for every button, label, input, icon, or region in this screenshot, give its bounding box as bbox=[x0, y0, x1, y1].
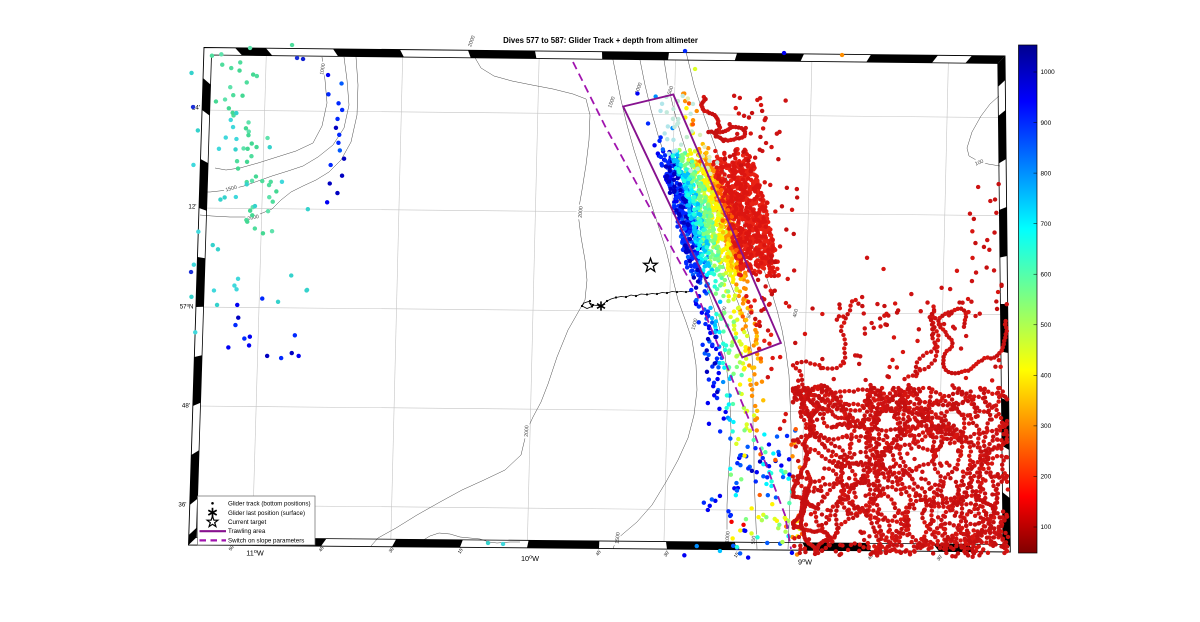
svg-text:2000: 2000 bbox=[524, 425, 531, 437]
svg-text:Switch on slope parameters: Switch on slope parameters bbox=[228, 537, 304, 544]
svg-text:30': 30' bbox=[663, 550, 671, 558]
svg-text:400: 400 bbox=[792, 308, 800, 318]
svg-text:700: 700 bbox=[1041, 221, 1052, 228]
svg-text:9oW: 9oW bbox=[798, 558, 812, 567]
svg-text:10oW: 10oW bbox=[521, 554, 539, 563]
svg-text:100: 100 bbox=[974, 159, 984, 168]
svg-text:1000: 1000 bbox=[634, 82, 644, 95]
svg-text:600: 600 bbox=[1041, 271, 1052, 278]
svg-text:2000: 2000 bbox=[247, 214, 260, 222]
svg-text:12': 12' bbox=[188, 204, 196, 211]
svg-text:30': 30' bbox=[936, 554, 944, 562]
svg-text:500: 500 bbox=[667, 85, 676, 95]
svg-text:1500: 1500 bbox=[615, 532, 622, 544]
svg-text:Glider track (bottom positions: Glider track (bottom positions) bbox=[228, 501, 311, 508]
svg-text:15': 15' bbox=[457, 547, 465, 555]
svg-text:300: 300 bbox=[1041, 423, 1052, 430]
svg-text:900: 900 bbox=[1041, 120, 1052, 127]
svg-text:50': 50' bbox=[228, 544, 236, 552]
svg-text:24': 24' bbox=[192, 105, 200, 112]
svg-text:2000: 2000 bbox=[467, 35, 477, 48]
svg-text:Glider last position (surface): Glider last position (surface) bbox=[228, 510, 305, 517]
svg-text:1000: 1000 bbox=[319, 63, 327, 76]
svg-text:1500: 1500 bbox=[225, 185, 238, 194]
svg-text:57oN: 57oN bbox=[180, 303, 194, 311]
svg-text:500: 500 bbox=[751, 535, 758, 544]
svg-text:200: 200 bbox=[1041, 474, 1052, 481]
svg-text:800: 800 bbox=[1041, 170, 1052, 177]
svg-text:Current target: Current target bbox=[228, 519, 266, 526]
svg-text:100: 100 bbox=[1041, 524, 1052, 531]
svg-text:45': 45' bbox=[867, 553, 875, 561]
svg-text:48': 48' bbox=[182, 403, 190, 410]
svg-text:36': 36' bbox=[178, 502, 186, 509]
svg-text:45': 45' bbox=[595, 549, 603, 557]
svg-text:1500: 1500 bbox=[691, 318, 700, 331]
svg-text:500: 500 bbox=[1041, 322, 1052, 329]
svg-text:Trawling area: Trawling area bbox=[228, 528, 266, 535]
svg-text:15': 15' bbox=[733, 551, 741, 559]
svg-text:11oW: 11oW bbox=[246, 549, 264, 558]
svg-text:1000: 1000 bbox=[725, 531, 732, 543]
svg-text:45': 45' bbox=[318, 545, 326, 553]
svg-text:1500: 1500 bbox=[607, 96, 617, 109]
svg-text:2000: 2000 bbox=[578, 206, 585, 218]
svg-text:Dives 577 to 587: Glider Track: Dives 577 to 587: Glider Track + depth f… bbox=[503, 36, 698, 45]
svg-text:1000: 1000 bbox=[1041, 69, 1056, 76]
svg-text:400: 400 bbox=[1041, 373, 1052, 380]
svg-text:30': 30' bbox=[388, 546, 396, 554]
